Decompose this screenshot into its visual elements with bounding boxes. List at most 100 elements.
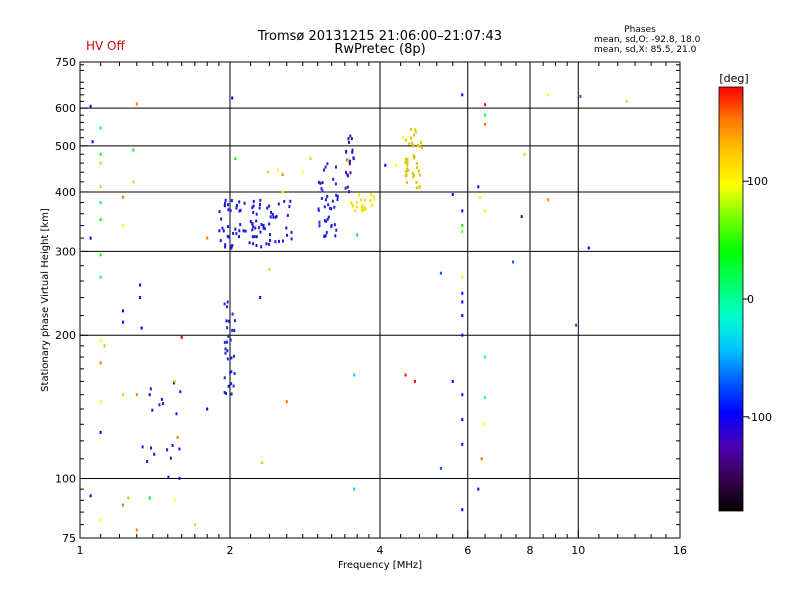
echo-point xyxy=(451,379,454,383)
echo-point xyxy=(167,475,170,479)
echo-point xyxy=(346,185,349,189)
echo-point xyxy=(324,234,327,238)
echo-point xyxy=(206,407,209,411)
hv-status-text: HV Off xyxy=(86,39,125,53)
echo-point xyxy=(99,275,102,279)
echo-point xyxy=(370,203,373,207)
echo-point xyxy=(224,351,227,355)
echo-point xyxy=(259,230,262,234)
echo-point xyxy=(277,202,280,206)
echo-point xyxy=(230,244,233,248)
echo-point xyxy=(259,202,261,206)
echo-point xyxy=(301,170,304,174)
echo-point xyxy=(229,338,232,342)
echo-point xyxy=(99,430,102,434)
echo-point xyxy=(413,379,416,383)
echo-point xyxy=(122,503,124,507)
echo-point xyxy=(406,163,409,167)
echo-point xyxy=(523,152,526,156)
echo-point xyxy=(251,235,254,239)
colorbar-tick-label: -100 xyxy=(747,411,772,424)
echo-point xyxy=(223,376,226,380)
y-tick-label: 300 xyxy=(55,245,76,258)
phases-o-mode: mean, sd,O: -92.8, 18.0 xyxy=(594,35,701,45)
echo-point xyxy=(232,354,235,358)
echo-point xyxy=(285,226,288,230)
echo-point xyxy=(251,228,254,232)
echo-point xyxy=(266,170,269,174)
echo-point xyxy=(225,319,228,323)
echo-point xyxy=(372,195,375,199)
echo-point xyxy=(329,206,332,210)
echo-point xyxy=(178,476,181,480)
echo-point xyxy=(406,160,409,164)
echo-point xyxy=(223,340,226,344)
y-axis-label: Stationary phase Virtual Height [km] xyxy=(40,208,51,392)
echo-point xyxy=(346,174,349,178)
echo-point xyxy=(345,150,348,154)
echo-point xyxy=(255,212,258,216)
echo-point xyxy=(411,141,414,145)
echo-point xyxy=(575,323,578,327)
echo-point xyxy=(587,246,590,250)
echo-point xyxy=(286,213,289,217)
echo-point xyxy=(230,370,233,374)
echo-point xyxy=(461,333,464,337)
echo-point xyxy=(334,182,337,186)
echo-point xyxy=(176,435,179,439)
echo-point xyxy=(351,148,354,152)
echo-point xyxy=(218,229,221,233)
echo-point xyxy=(251,206,254,210)
echo-point xyxy=(479,195,481,199)
echo-point xyxy=(243,201,246,205)
echo-point xyxy=(323,219,326,223)
echo-point xyxy=(317,207,320,211)
echo-point xyxy=(153,452,156,456)
echo-point xyxy=(263,227,266,231)
echo-point xyxy=(547,198,550,202)
echo-point xyxy=(272,215,275,219)
echo-point xyxy=(461,442,464,446)
echo-point xyxy=(355,205,358,209)
echo-point xyxy=(234,157,237,161)
echo-point xyxy=(226,340,228,344)
echo-point xyxy=(158,403,161,407)
echo-point xyxy=(349,171,352,175)
echo-point xyxy=(235,232,238,236)
echo-point xyxy=(484,103,487,107)
echo-point xyxy=(169,456,172,460)
echo-point xyxy=(231,312,234,316)
echo-point xyxy=(353,487,356,491)
echo-point xyxy=(99,339,102,342)
echo-point xyxy=(149,387,152,391)
echo-point xyxy=(350,137,353,141)
echo-point xyxy=(228,235,231,239)
echo-point xyxy=(261,461,264,465)
echo-point xyxy=(439,466,442,470)
echo-point xyxy=(364,207,367,211)
echo-point xyxy=(270,211,273,214)
echo-point xyxy=(99,518,102,522)
echo-point xyxy=(238,209,241,213)
echo-point xyxy=(416,166,419,170)
echo-point xyxy=(413,173,416,177)
echo-point xyxy=(99,400,102,404)
echo-point xyxy=(244,229,247,233)
echo-point xyxy=(230,356,233,360)
echo-point xyxy=(327,203,330,207)
echo-point xyxy=(406,157,409,161)
echo-point xyxy=(99,218,102,222)
echo-point xyxy=(415,162,418,165)
echo-point xyxy=(484,396,487,399)
echo-point xyxy=(350,201,353,205)
echo-point xyxy=(226,234,229,238)
echo-point xyxy=(330,207,333,211)
echo-point xyxy=(232,384,235,388)
echo-point xyxy=(224,201,226,205)
echo-point xyxy=(326,195,329,199)
echo-point xyxy=(286,233,289,237)
colorbar-tick-label: 0 xyxy=(747,293,754,306)
echo-point xyxy=(269,238,271,242)
echo-point xyxy=(332,177,335,181)
